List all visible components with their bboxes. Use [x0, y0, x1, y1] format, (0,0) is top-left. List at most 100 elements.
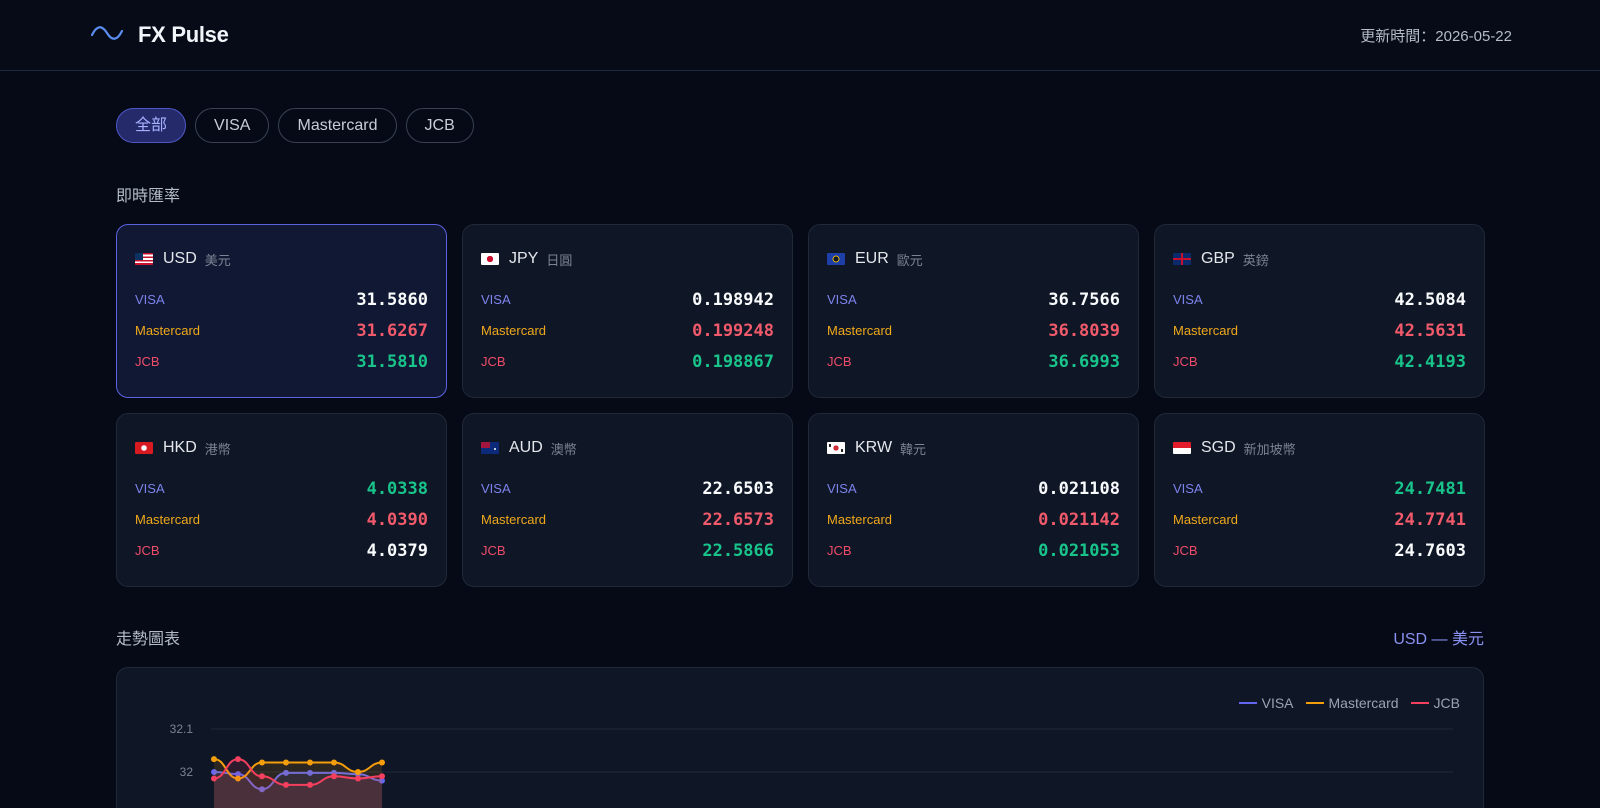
data-point-visa[interactable]	[211, 769, 217, 775]
mastercard-rate-row: Mastercard 42.5631	[1173, 315, 1466, 346]
legend-item-visa[interactable]: VISA	[1238, 695, 1294, 711]
rates-section-title: 即時匯率	[116, 188, 181, 205]
network-label-visa: VISA	[481, 481, 511, 496]
visa-rate-row: VISA 31.5860	[135, 284, 428, 315]
network-label-jcb: JCB	[827, 354, 852, 369]
rate-card-aud[interactable]: AUD 澳幣 VISA 22.6503 Mastercard 22.6573 J…	[462, 413, 793, 587]
rate-card-gbp[interactable]: GBP 英鎊 VISA 42.5084 Mastercard 42.5631 J…	[1154, 224, 1485, 398]
network-label-mastercard: Mastercard	[827, 512, 893, 527]
jcb-rate-value: 0.021053	[1038, 540, 1120, 561]
currency-name: 歐元	[896, 252, 923, 268]
network-label-mastercard: Mastercard	[135, 512, 201, 527]
y-tick-label: 32	[180, 765, 194, 779]
legend-item-mastercard[interactable]: Mastercard	[1305, 695, 1399, 711]
currency-name: 日圓	[546, 252, 573, 268]
mastercard-rate-value: 4.0390	[366, 509, 428, 530]
currency-code: KRW	[855, 439, 893, 456]
data-point-jcb[interactable]	[211, 775, 217, 782]
sg-flag-icon	[1173, 442, 1191, 454]
currency-name: 韓元	[900, 441, 927, 457]
filter-all[interactable]: 全部	[116, 108, 187, 143]
kr-flag-icon	[827, 442, 845, 454]
currency-code: EUR	[855, 250, 889, 267]
data-point-jcb[interactable]	[235, 756, 241, 763]
eu-flag-icon	[827, 253, 845, 265]
mastercard-rate-row: Mastercard 24.7741	[1173, 504, 1466, 535]
network-label-mastercard: Mastercard	[1173, 512, 1239, 527]
data-point-visa[interactable]	[283, 769, 289, 776]
network-label-visa: VISA	[827, 292, 857, 307]
rate-card-jpy[interactable]: JPY 日圓 VISA 0.198942 Mastercard 0.199248…	[462, 224, 793, 398]
mastercard-rate-row: Mastercard 0.199248	[481, 315, 774, 346]
rate-card-usd[interactable]: USD 美元 VISA 31.5860 Mastercard 31.6267 J…	[116, 224, 447, 398]
legend-swatch	[1238, 702, 1257, 704]
app-name: FX Pulse	[138, 22, 229, 47]
data-point-mastercard[interactable]	[259, 759, 265, 766]
card-header: EUR 歐元	[827, 250, 1120, 268]
visa-rate-row: VISA 4.0338	[135, 473, 428, 504]
network-label-jcb: JCB	[481, 543, 506, 558]
rate-card-eur[interactable]: EUR 歐元 VISA 36.7566 Mastercard 36.8039 J…	[808, 224, 1139, 398]
card-header: JPY 日圓	[481, 250, 774, 268]
currency-name: 新加坡幣	[1243, 441, 1296, 457]
network-label-visa: VISA	[135, 292, 165, 307]
card-header: AUD 澳幣	[481, 439, 774, 457]
data-point-mastercard[interactable]	[211, 756, 217, 763]
legend-label: Mastercard	[1328, 695, 1399, 711]
data-point-jcb[interactable]	[283, 781, 289, 788]
jcb-rate-row: JCB 24.7603	[1173, 535, 1466, 566]
trend-chart: 32.1 32	[170, 722, 1453, 808]
visa-rate-row: VISA 36.7566	[827, 284, 1120, 315]
main-content: 全部 VISA Mastercard JCB 即時匯率 USD 美元 VISA …	[0, 108, 1600, 808]
jcb-rate-row: JCB 0.021053	[827, 535, 1120, 566]
data-point-visa[interactable]	[307, 769, 313, 776]
network-label-visa: VISA	[135, 481, 165, 496]
currency-code: HKD	[163, 439, 197, 456]
rate-card-hkd[interactable]: HKD 港幣 VISA 4.0338 Mastercard 4.0390 JCB…	[116, 413, 447, 587]
visa-rate-value: 31.5860	[356, 289, 428, 310]
legend-label: VISA	[1261, 695, 1294, 711]
data-point-jcb[interactable]	[379, 773, 385, 780]
y-tick-label: 32.1	[170, 722, 194, 736]
brand[interactable]: FX Pulse	[90, 22, 229, 48]
card-header: KRW 韓元	[827, 439, 1120, 457]
visa-rate-value: 24.7481	[1394, 478, 1466, 499]
legend-item-jcb[interactable]: JCB	[1410, 695, 1460, 711]
data-point-jcb[interactable]	[259, 773, 265, 780]
data-point-visa[interactable]	[235, 771, 241, 778]
network-filters: 全部 VISA Mastercard JCB	[116, 108, 1484, 143]
data-point-mastercard[interactable]	[379, 759, 385, 766]
chart-legend: VISA Mastercard JCB	[1238, 695, 1460, 711]
jcb-rate-row: JCB 0.198867	[481, 346, 774, 377]
jcb-rate-value: 4.0379	[366, 540, 428, 561]
rate-card-krw[interactable]: KRW 韓元 VISA 0.021108 Mastercard 0.021142…	[808, 413, 1139, 587]
filter-mastercard[interactable]: Mastercard	[278, 108, 397, 143]
network-label-jcb: JCB	[135, 543, 160, 558]
data-point-mastercard[interactable]	[283, 759, 289, 766]
data-point-jcb[interactable]	[307, 781, 313, 788]
jcb-rate-row: JCB 4.0379	[135, 535, 428, 566]
rate-card-sgd[interactable]: SGD 新加坡幣 VISA 24.7481 Mastercard 24.7741…	[1154, 413, 1485, 587]
network-label-visa: VISA	[827, 481, 857, 496]
data-point-jcb[interactable]	[355, 775, 361, 782]
data-point-mastercard[interactable]	[355, 769, 361, 775]
data-point-mastercard[interactable]	[307, 759, 313, 766]
app-header: FX Pulse 更新時間：2026-05-22	[0, 0, 1600, 71]
visa-rate-row: VISA 42.5084	[1173, 284, 1466, 315]
data-point-jcb[interactable]	[331, 773, 337, 780]
network-label-jcb: JCB	[1173, 354, 1198, 369]
jcb-rate-value: 36.6993	[1048, 351, 1120, 372]
legend-label: JCB	[1433, 695, 1460, 711]
visa-rate-row: VISA 22.6503	[481, 473, 774, 504]
visa-rate-row: VISA 0.198942	[481, 284, 774, 315]
mastercard-rate-value: 0.199248	[692, 320, 774, 341]
filter-jcb[interactable]: JCB	[405, 108, 474, 143]
mastercard-rate-row: Mastercard 0.021142	[827, 504, 1120, 535]
jcb-rate-value: 24.7603	[1394, 540, 1466, 561]
rate-card-grid: USD 美元 VISA 31.5860 Mastercard 31.6267 J…	[116, 224, 1485, 587]
network-label-mastercard: Mastercard	[481, 512, 547, 527]
filter-visa[interactable]: VISA	[195, 108, 270, 143]
mastercard-rate-value: 22.6573	[702, 509, 774, 530]
data-point-mastercard[interactable]	[331, 759, 337, 766]
mastercard-rate-row: Mastercard 31.6267	[135, 315, 428, 346]
